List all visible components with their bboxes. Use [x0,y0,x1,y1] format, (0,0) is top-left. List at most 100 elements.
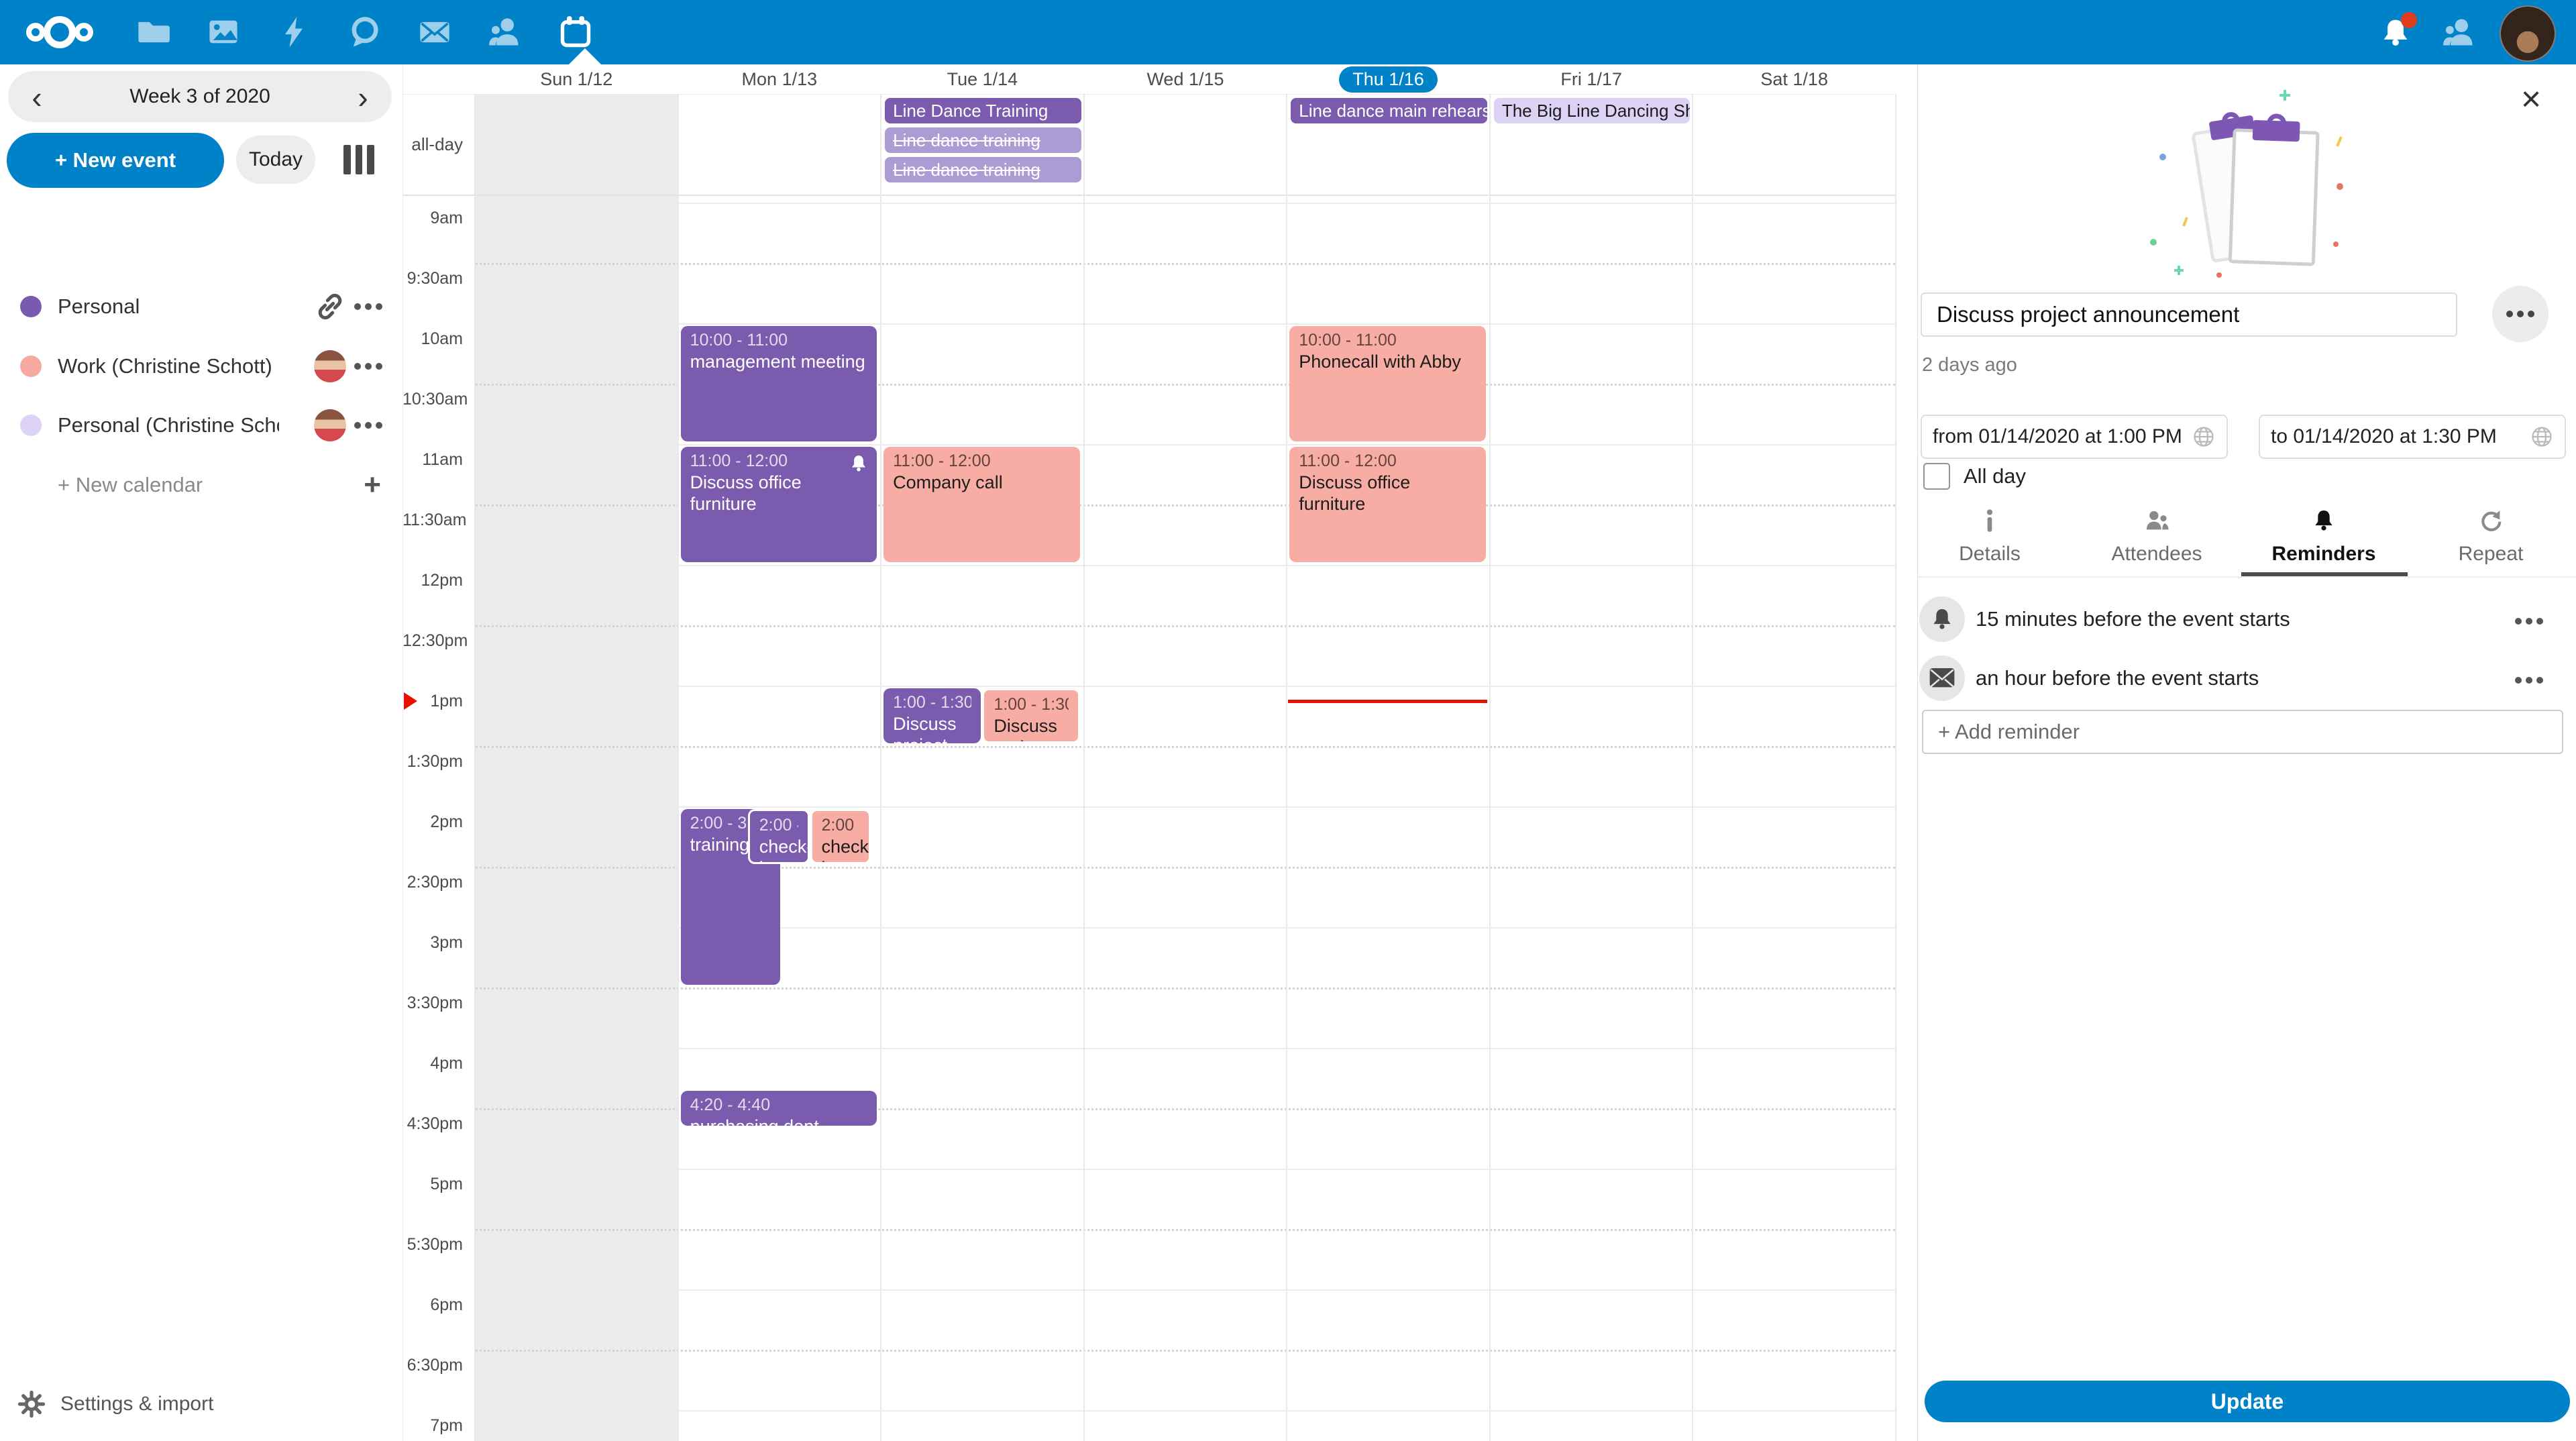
calendar-list-item[interactable]: Work (Christine Schott) [0,337,402,396]
event-editor-panel: × 2 days ago from 01/14/2020 at 1:00 PM [1917,64,2576,1441]
active-tab-indicator [2241,572,2408,578]
all-day-checkbox[interactable] [1923,463,1950,490]
calendar-color-dot [20,415,42,437]
today-button[interactable]: Today [236,136,315,184]
calendar-list-item[interactable]: Personal (Christine Scho… [0,396,402,455]
grid-line [475,565,1896,566]
day-header-label: Mon 1/13 [741,68,818,89]
day-header: Sat 1/18 [1693,64,1896,94]
app-mail[interactable] [402,0,467,64]
shared-by-avatar[interactable] [314,350,346,382]
calendar-event[interactable]: 11:00 - 12:00 Company call [883,447,1080,562]
reminder-text: 15 minutes before the event starts [1976,607,2290,631]
app-talk[interactable] [332,0,396,64]
calendar-actions-menu[interactable] [352,415,385,435]
grid-line [475,263,1896,265]
bell-icon [1919,596,1965,642]
next-week-button[interactable]: › [339,73,386,120]
allday-event[interactable]: Line dance training [885,157,1081,182]
add-reminder-button[interactable]: + Add reminder [1922,710,2563,754]
app-activity[interactable] [262,0,326,64]
end-date-field[interactable]: to 01/14/2020 at 1:30 PM [2259,415,2566,459]
repeat-icon [2477,507,2505,537]
event-title: Phonecall with Abby [1299,352,1461,372]
day-header: Fri 1/17 [1490,64,1693,94]
tab-reminders[interactable]: Reminders [2257,507,2391,574]
contacts-menu-button[interactable] [2427,0,2491,64]
tab-label: Attendees [2111,543,2202,565]
update-button[interactable]: Update [1925,1381,2570,1422]
app-photos[interactable] [191,0,256,64]
grid-line [475,1289,1896,1291]
end-date-value: to 01/14/2020 at 1:30 PM [2271,425,2497,447]
bell-icon [2311,507,2337,537]
tab-label: Repeat [2458,543,2524,565]
active-app-pointer [569,48,601,64]
time-label: 10:30am [402,390,468,409]
calendar-event[interactable]: 10:00 - 11:00 management meeting [680,326,877,441]
new-event-button[interactable]: + New event [7,133,224,188]
calendar-event[interactable]: 2:00 - 2:30 check-in [810,809,871,864]
event-actions-menu-button[interactable] [2492,286,2548,342]
bell-icon [2383,19,2408,46]
nextcloud-logo[interactable] [23,0,97,64]
allday-event[interactable]: Line dance main rehearsal [1291,98,1487,123]
time-label: 11am [422,450,463,469]
app-files[interactable] [121,0,185,64]
editor-tabs: Details Attendees Reminders Repeat [1918,507,2576,578]
event-title-input[interactable] [1921,292,2457,337]
grid-line [475,1048,1896,1049]
event-title: training [690,835,750,855]
settings-label: Settings & import [60,1393,214,1415]
event-time: 11:00 - 12:00 [1299,451,1397,470]
settings-import-button[interactable]: Settings & import [0,1382,402,1426]
calendar-actions-menu[interactable] [352,297,385,317]
calendar-list-item[interactable]: Personal [0,277,402,336]
all-day-toggle[interactable]: All day [1923,463,2026,490]
column-border [474,94,476,1441]
allday-event[interactable]: Line dance training [885,127,1081,153]
reminder-actions-menu[interactable] [2512,670,2546,690]
tab-details[interactable]: Details [1923,507,2057,574]
allday-event[interactable]: Line Dance Training [885,98,1081,123]
time-label: 9am [430,209,463,227]
calendar-event[interactable]: 4:20 - 4:40 purchasing dept [680,1091,877,1126]
allday-divider [402,195,1896,196]
tab-attendees[interactable]: Attendees [2090,507,2224,574]
calendar-actions-menu[interactable] [352,356,385,376]
grid-line [475,1229,1896,1231]
current-time-marker [404,692,417,710]
shared-by-avatar[interactable] [314,409,346,442]
event-title: Discuss office furniture [1299,472,1411,514]
close-icon[interactable]: × [2511,79,2551,119]
user-avatar[interactable] [2500,5,2556,62]
reminder-text: an hour before the event starts [1976,666,2259,690]
new-calendar-button[interactable]: + New calendar + [0,456,402,515]
app-contacts[interactable] [473,0,537,64]
calendar-event[interactable]: 11:00 - 12:00 Discuss office furniture [1289,447,1486,562]
day-header: Wed 1/15 [1084,64,1287,94]
timezone-globe-icon[interactable] [2530,425,2554,449]
app-calendar[interactable] [543,0,608,64]
calendar-event[interactable]: 1:00 - 1:30 Discuss project [982,688,1080,743]
grid-line [475,384,1896,386]
allday-event[interactable]: The Big Line Dancing Show [1493,98,1690,123]
start-date-field[interactable]: from 01/14/2020 at 1:00 PM [1921,415,2228,459]
reminder-bell-icon [849,453,869,477]
view-columns-icon[interactable] [343,145,375,174]
timezone-globe-icon[interactable] [2192,425,2216,449]
previous-week-button[interactable]: ‹ [13,73,60,120]
tab-label: Reminders [2271,543,2376,565]
calendar-event[interactable]: 2:00 - 2:30 check-in [747,809,810,864]
start-date-value: from 01/14/2020 at 1:00 PM [1933,425,2182,447]
share-link-icon[interactable] [314,290,346,323]
tab-repeat[interactable]: Repeat [2424,507,2558,574]
time-label: 4:30pm [407,1114,463,1133]
calendar-event[interactable]: 10:00 - 11:00 Phonecall with Abby [1289,326,1486,441]
calendar-event[interactable]: 2:00 - 3:30 training [680,809,780,985]
calendar-event[interactable]: 11:00 - 12:00 Discuss office furniture [680,447,877,562]
day-header: Sun 1/12 [475,64,678,94]
reminder-actions-menu[interactable] [2512,611,2546,631]
notifications-button[interactable] [2363,0,2428,64]
calendar-event[interactable]: 1:00 - 1:30 Discuss project announcement [883,688,981,743]
